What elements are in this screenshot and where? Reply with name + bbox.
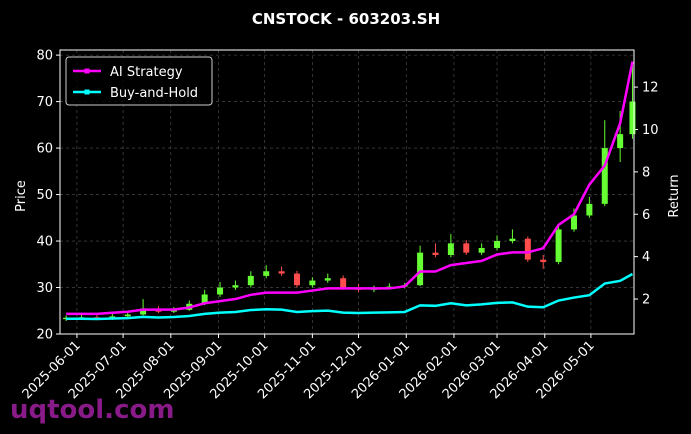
return-line (66, 61, 634, 316)
candle-body (478, 248, 485, 253)
candle-body (509, 238, 516, 242)
y-tick-label: 30 (36, 281, 53, 296)
y2-tick-label: 4 (642, 250, 650, 265)
candle-body (217, 287, 224, 295)
y-tick-label: 80 (36, 49, 53, 64)
candle-body (629, 101, 636, 135)
candle-body (247, 275, 254, 286)
candle-body (386, 286, 393, 288)
candle-body (601, 148, 608, 204)
y-axis-label: Price (14, 180, 29, 212)
candle-body (340, 278, 347, 288)
candle-body (447, 243, 454, 255)
y2-tick-label: 10 (642, 123, 659, 138)
return-line (66, 272, 634, 321)
legend-label: AI Strategy (110, 65, 183, 80)
y-tick-label: 70 (36, 95, 53, 110)
candle-body (586, 203, 593, 216)
y-tick-label: 20 (36, 328, 53, 343)
candle-body (524, 238, 531, 260)
candle-body (278, 271, 285, 274)
y2-tick-label: 12 (642, 81, 659, 96)
y2-axis-label: Return (667, 174, 682, 217)
watermark: uqtool.com (10, 395, 174, 425)
y-tick-label: 60 (36, 142, 53, 157)
candle-body (201, 294, 208, 304)
y-tick-label: 50 (36, 188, 53, 203)
legend-marker (84, 89, 90, 95)
candle-body (293, 273, 300, 286)
candle-body (555, 229, 562, 262)
candle-body (309, 280, 316, 286)
plot-frame (59, 49, 635, 335)
y-tick-label: 40 (36, 235, 53, 250)
candle-body (232, 285, 239, 288)
candle-body (463, 243, 470, 253)
y2-tick-label: 8 (642, 165, 650, 180)
y2-tick-label: 2 (642, 293, 650, 308)
y2-tick-label: 6 (642, 208, 650, 223)
candle-body (324, 278, 331, 281)
candle-body (140, 308, 147, 315)
candle-body (540, 259, 547, 262)
legend-box (65, 56, 213, 106)
candle-body (417, 252, 424, 286)
candle-body (570, 215, 577, 230)
candle-body (494, 241, 501, 249)
candle-body (124, 314, 131, 317)
candle-body (617, 134, 624, 149)
candle-body (263, 271, 270, 276)
chart-title: CNSTOCK - 603203.SH (252, 10, 440, 28)
legend-label: Buy-and-Hold (110, 86, 198, 101)
candle-body (432, 252, 439, 255)
legend-marker (84, 68, 90, 74)
